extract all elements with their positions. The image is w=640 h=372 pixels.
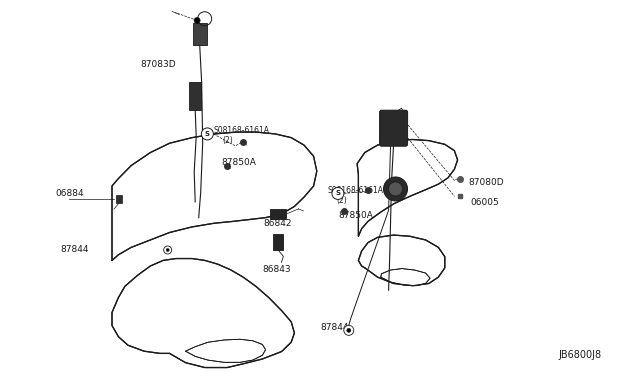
Text: 87850A: 87850A (221, 158, 256, 167)
Bar (189, 82, 201, 110)
Text: S: S (335, 190, 340, 196)
Polygon shape (186, 339, 266, 362)
FancyBboxPatch shape (380, 110, 408, 146)
Polygon shape (381, 269, 430, 286)
Circle shape (332, 187, 344, 199)
Text: 06005: 06005 (470, 198, 499, 207)
Text: 87844: 87844 (320, 323, 349, 332)
Bar (273, 234, 284, 250)
Polygon shape (112, 132, 317, 260)
Text: (2): (2) (336, 196, 347, 205)
Polygon shape (112, 259, 294, 368)
Text: S08168-6161A: S08168-6161A (328, 186, 384, 195)
Circle shape (164, 246, 172, 254)
Text: 86843: 86843 (262, 265, 291, 274)
Circle shape (388, 182, 403, 196)
Circle shape (383, 177, 408, 201)
Text: S08168-6161A: S08168-6161A (213, 126, 269, 135)
Text: 86842: 86842 (263, 219, 291, 228)
Polygon shape (358, 235, 445, 286)
Bar (193, 23, 207, 45)
Text: 87080D: 87080D (468, 178, 504, 187)
Circle shape (202, 128, 213, 140)
Text: JB6800J8: JB6800J8 (558, 350, 601, 360)
Text: (2): (2) (222, 136, 233, 145)
Text: 87844: 87844 (60, 245, 88, 254)
Text: 87083D: 87083D (140, 60, 175, 69)
Polygon shape (357, 140, 458, 236)
Circle shape (166, 248, 169, 251)
Text: S: S (205, 131, 210, 137)
Text: 87850A: 87850A (338, 211, 373, 220)
Bar (270, 209, 287, 219)
Circle shape (344, 326, 354, 335)
Bar (116, 195, 122, 203)
Text: 06884: 06884 (55, 189, 84, 198)
Circle shape (194, 17, 200, 23)
Circle shape (347, 328, 351, 332)
